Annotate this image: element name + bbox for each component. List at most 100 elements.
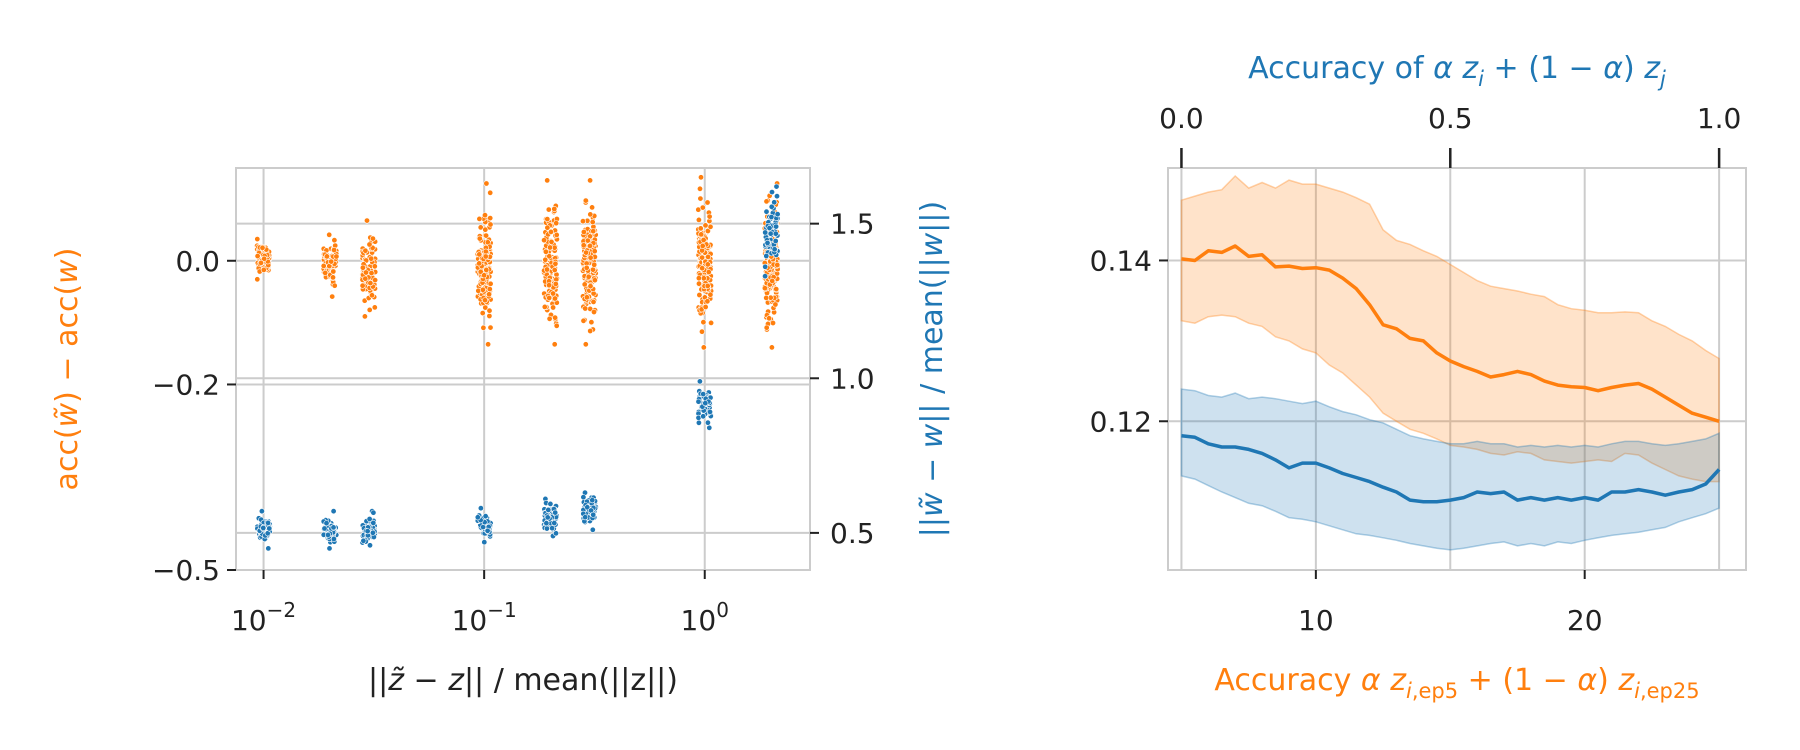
scatter-point-s1-c3-0 — [481, 539, 488, 546]
scatter-point-s1-c7-54 — [763, 208, 770, 215]
scatter-point-s0-c3-141 — [476, 235, 483, 242]
scatter-point-s0-c0-88 — [261, 255, 268, 262]
scatter-point-s1-c7-61 — [773, 193, 780, 200]
scatter-point-s0-c2-54 — [369, 235, 376, 242]
scatter-point-s0-c1-76 — [331, 282, 338, 289]
scatter-point-s0-c2-64 — [366, 306, 373, 313]
right-confidence-bands — [1180, 174, 1720, 551]
scatter-point-s1-c1-57 — [324, 531, 331, 538]
scatter-point-s1-c7-51 — [768, 214, 775, 221]
scatter-point-s0-c4-157 — [543, 266, 550, 273]
scatter-point-s0-c4-148 — [541, 237, 548, 244]
scatter-point-s0-c3-118 — [480, 324, 487, 331]
scatter-point-s0-c5-127 — [580, 229, 587, 236]
scatter-point-s0-c6-123 — [697, 195, 704, 202]
scatter-point-s0-c6-172 — [702, 222, 709, 229]
left-plot-frame — [235, 167, 811, 571]
scatter-point-s0-c5-135 — [587, 211, 594, 218]
scatter-point-s0-c4-0 — [551, 341, 558, 348]
scatter-point-s0-c1-86 — [328, 258, 335, 265]
scatter-point-s1-c3-58 — [484, 527, 491, 534]
right-y-axis-label: ||w̃ − w|| / mean(||w||) — [915, 201, 950, 537]
confidence-band-orange — [1180, 174, 1720, 483]
scatter-point-s0-c1-88 — [329, 274, 336, 281]
scatter-point-s1-c6-47 — [695, 398, 702, 405]
scatter-point-s0-c1-0 — [329, 293, 336, 300]
scatter-point-s0-c6-153 — [695, 275, 702, 282]
scatter-point-s0-c4-111 — [545, 206, 552, 213]
scatter-point-s0-c3-115 — [481, 212, 488, 219]
scatter-point-s0-c3-113 — [486, 286, 493, 293]
scatter-point-s1-c4-52 — [543, 520, 550, 527]
scatter-point-s0-c4-152 — [552, 260, 559, 267]
scatter-point-s0-c6-178 — [695, 280, 702, 287]
right-bottom-axis-label: Accuracy α zi,ep5 + (1 − α) zi,ep25 — [1214, 663, 1699, 703]
scatter-point-s1-c7-65 — [773, 223, 780, 230]
scatter-point-s0-c4-110 — [552, 314, 559, 321]
scatter-point-s0-c1-79 — [331, 247, 338, 254]
scatter-point-s0-c2-1 — [363, 217, 370, 224]
left-y-tick-label-0: 0.0 — [175, 245, 220, 278]
scatter-point-s0-c5-150 — [585, 273, 592, 280]
scatter-point-s0-c6-171 — [700, 237, 707, 244]
scatter-point-s0-c5-1 — [587, 177, 594, 184]
scatter-point-s0-c7-171 — [766, 315, 773, 322]
scatter-point-s0-c0-71 — [260, 266, 267, 273]
scatter-point-s1-c6-58 — [700, 413, 707, 420]
scatter-point-s0-c5-159 — [586, 242, 593, 249]
scatter-point-s1-c7-32 — [768, 189, 775, 196]
right-top-tick-label-0: 0.0 — [1159, 102, 1204, 135]
scatter-point-s1-c0-0 — [265, 545, 272, 552]
scatter-point-s1-c2-55 — [366, 515, 373, 522]
left-ticks: 10−2 10−1 100 0.0 −0.2 −0.5 1.5 1.0 0.5 — [152, 208, 875, 637]
scatter-point-s0-c5-140 — [581, 281, 588, 288]
scatter-point-s0-c5-146 — [583, 294, 590, 301]
scatter-point-s0-c3-148 — [486, 307, 493, 314]
scatter-point-s0-c2-88 — [362, 269, 369, 276]
scatter-point-s0-c2-56 — [368, 292, 375, 299]
scatter-point-s0-c2-89 — [366, 241, 373, 248]
scatter-point-s1-c4-45 — [547, 500, 554, 507]
scatter-point-s0-c3-156 — [481, 297, 488, 304]
left-y-tick-label-1: −0.2 — [152, 368, 220, 401]
scatter-point-s0-c4-80 — [551, 206, 558, 213]
scatter-point-s0-c7-175 — [761, 285, 768, 292]
right-top-tick-label-1: 0.5 — [1428, 102, 1473, 135]
scatter-point-s0-c3-134 — [486, 291, 493, 298]
left-x-tick-label-1: 10−1 — [452, 598, 517, 637]
scatter-point-s1-c6-0 — [706, 424, 713, 431]
scatter-point-s0-c5-108 — [587, 327, 594, 334]
scatter-point-s1-c6-1 — [696, 378, 703, 385]
scatter-point-s0-c4-159 — [548, 238, 555, 245]
scatter-point-s0-c2-81 — [368, 255, 375, 262]
scatter-point-s0-c6-130 — [698, 231, 705, 238]
scatter-point-s0-c6-0 — [700, 344, 707, 351]
right-y-tick-label-0: 0.14 — [1090, 244, 1152, 277]
scatter-point-s1-c3-57 — [482, 513, 489, 520]
scatter-point-s0-c2-74 — [367, 280, 374, 287]
scatter-point-s1-c5-59 — [582, 514, 589, 521]
scatter-point-s1-c7-59 — [772, 238, 779, 245]
left-y-tick-label-2: −0.5 — [152, 554, 220, 587]
scatter-point-s0-c6-136 — [699, 204, 706, 211]
scatter-point-s0-c6-86 — [696, 185, 703, 192]
scatter-point-s0-c2-82 — [372, 277, 379, 284]
scatter-point-s1-c7-64 — [762, 229, 769, 236]
scatter-point-s0-c5-139 — [589, 266, 596, 273]
scatter-point-s0-c6-177 — [704, 282, 711, 289]
left-y-axis-label: acc(w̃) − acc(w) — [50, 248, 85, 491]
scatter-point-s1-c1-1 — [330, 508, 337, 515]
scatter-point-s0-c7-176 — [769, 277, 776, 284]
scatter-point-s1-c7-50 — [767, 230, 774, 237]
scatter-point-s0-c6-148 — [697, 225, 704, 232]
scatter-point-s0-c6-125 — [704, 228, 711, 235]
scatter-point-s0-c4-117 — [546, 253, 553, 260]
scatter-point-s1-c5-53 — [589, 497, 596, 504]
scatter-point-s0-c4-138 — [544, 224, 551, 231]
scatter-point-s0-c4-146 — [546, 294, 553, 301]
scatter-point-s0-c5-144 — [587, 283, 594, 290]
right-y-tick-label-1: 0.12 — [1090, 405, 1152, 438]
left-scatter-chart: 10−2 10−1 100 0.0 −0.2 −0.5 1.5 1.0 0.5 ||z̃ − z… — [50, 167, 950, 698]
scatter-point-s0-c3-136 — [487, 215, 494, 222]
